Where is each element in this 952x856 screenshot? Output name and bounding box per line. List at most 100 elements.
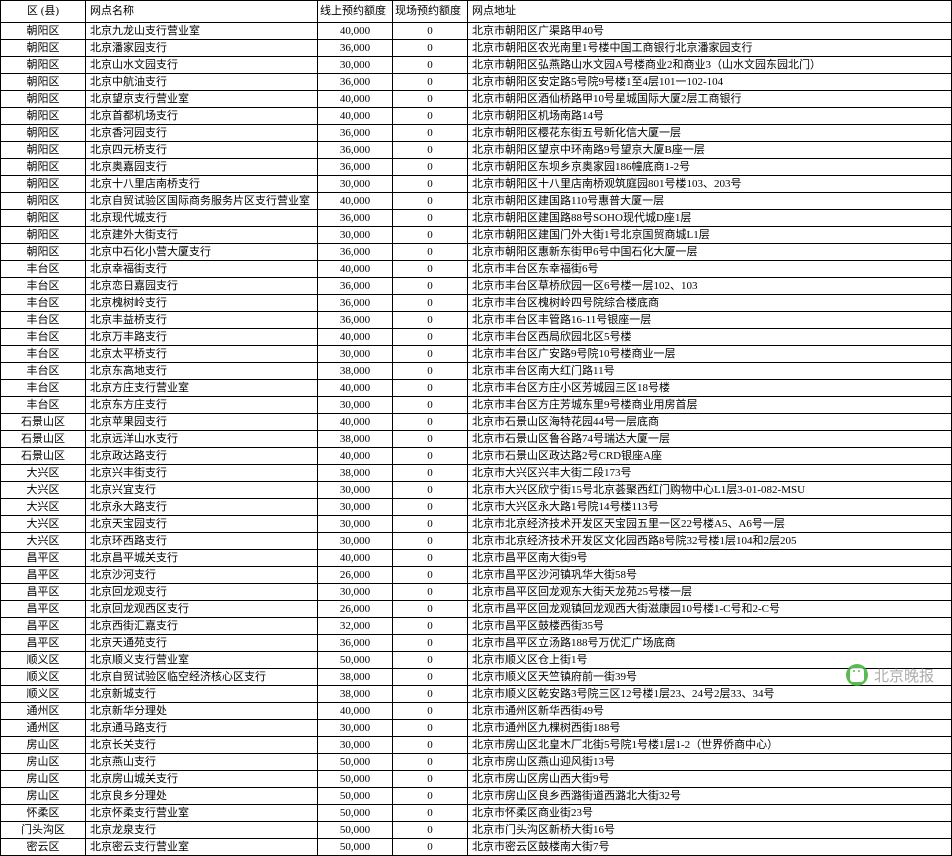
cell-online: 30,000 [318,57,393,74]
cell-online: 26,000 [318,567,393,584]
table-row: 朝阳区北京九龙山支行营业室40,0000北京市朝阳区广渠路甲40号 [1,23,952,40]
table-row: 昌平区北京回龙观支行30,0000北京市昌平区回龙观东大街天龙苑25号楼一层 [1,584,952,601]
table-row: 朝阳区北京山水文园支行30,0000北京市朝阳区弘燕路山水文园A号楼商业2和商业… [1,57,952,74]
cell-onsite: 0 [393,108,468,125]
cell-name: 北京奥嘉园支行 [86,159,318,176]
cell-onsite: 0 [393,278,468,295]
cell-online: 30,000 [318,346,393,363]
cell-district: 门头沟区 [1,822,86,839]
table-row: 昌平区北京天通苑支行36,0000北京市昌平区立汤路188号万优汇广场底商 [1,635,952,652]
cell-onsite: 0 [393,57,468,74]
cell-address: 北京市昌平区沙河镇巩华大街58号 [468,567,952,584]
cell-onsite: 0 [393,142,468,159]
cell-name: 北京回龙观西区支行 [86,601,318,618]
cell-name: 北京万丰路支行 [86,329,318,346]
cell-address: 北京市通州区新华西街49号 [468,703,952,720]
cell-district: 通州区 [1,703,86,720]
table-row: 朝阳区北京十八里店南桥支行30,0000北京市朝阳区十八里店南桥观筑庭园801号… [1,176,952,193]
cell-district: 朝阳区 [1,57,86,74]
cell-address: 北京市大兴区欣宁街15号北京荟聚西红门购物中心L1层3-01-082-MSU [468,482,952,499]
cell-name: 北京回龙观支行 [86,584,318,601]
cell-district: 房山区 [1,737,86,754]
table-row: 大兴区北京兴丰街支行38,0000北京市大兴区兴丰大街二段173号 [1,465,952,482]
cell-name: 北京十八里店南桥支行 [86,176,318,193]
cell-name: 北京环西路支行 [86,533,318,550]
cell-onsite: 0 [393,839,468,856]
cell-onsite: 0 [393,210,468,227]
cell-online: 26,000 [318,601,393,618]
cell-onsite: 0 [393,720,468,737]
cell-onsite: 0 [393,737,468,754]
cell-onsite: 0 [393,227,468,244]
cell-onsite: 0 [393,261,468,278]
cell-name: 北京新华分理处 [86,703,318,720]
table-row: 丰台区北京方庄支行营业室40,0000北京市丰台区方庄小区芳城园三区18号楼 [1,380,952,397]
cell-district: 昌平区 [1,601,86,618]
table-row: 朝阳区北京四元桥支行36,0000北京市朝阳区望京中环南路9号望京大厦B座一层 [1,142,952,159]
cell-online: 50,000 [318,805,393,822]
cell-onsite: 0 [393,431,468,448]
cell-address: 北京市朝阳区惠新东街甲6号中国石化大厦一层 [468,244,952,261]
cell-onsite: 0 [393,295,468,312]
cell-address: 北京市丰台区方庄小区芳城园三区18号楼 [468,380,952,397]
table-row: 朝阳区北京奥嘉园支行36,0000北京市朝阳区东坝乡京奥家园186幢底商1-2号 [1,159,952,176]
cell-name: 北京东高地支行 [86,363,318,380]
cell-address: 北京市密云区鼓楼南大街7号 [468,839,952,856]
cell-online: 50,000 [318,652,393,669]
cell-district: 昌平区 [1,618,86,635]
cell-address: 北京市北京经济技术开发区文化园西路8号院32号楼1层104和2层205 [468,533,952,550]
cell-name: 北京自贸试验区临空经济核心区支行 [86,669,318,686]
cell-onsite: 0 [393,448,468,465]
cell-onsite: 0 [393,74,468,91]
cell-name: 北京龙泉支行 [86,822,318,839]
cell-online: 36,000 [318,125,393,142]
table-row: 密云区北京密云支行营业室50,0000北京市密云区鼓楼南大街7号 [1,839,952,856]
cell-online: 38,000 [318,669,393,686]
cell-address: 北京市朝阳区酒仙桥路甲10号星城国际大厦2层工商银行 [468,91,952,108]
cell-district: 朝阳区 [1,91,86,108]
header-address: 网点地址 [468,1,952,23]
cell-online: 32,000 [318,618,393,635]
cell-onsite: 0 [393,176,468,193]
cell-district: 房山区 [1,754,86,771]
cell-name: 北京中石化小营大厦支行 [86,244,318,261]
cell-online: 40,000 [318,23,393,40]
cell-name: 北京西街汇嘉支行 [86,618,318,635]
cell-address: 北京市通州区九棵树西街188号 [468,720,952,737]
table-row: 朝阳区北京中航油支行36,0000北京市朝阳区安定路5号院9号楼1至4层101一… [1,74,952,91]
cell-online: 40,000 [318,703,393,720]
cell-address: 北京市北京经济技术开发区天宝园五里一区22号楼A5、A6号一层 [468,516,952,533]
cell-district: 丰台区 [1,312,86,329]
cell-online: 30,000 [318,516,393,533]
cell-online: 30,000 [318,397,393,414]
table-row: 朝阳区北京自贸试验区国际商务服务片区支行营业室40,0000北京市朝阳区建国路1… [1,193,952,210]
cell-district: 石景山区 [1,414,86,431]
cell-name: 北京长关支行 [86,737,318,754]
cell-district: 大兴区 [1,499,86,516]
cell-address: 北京市朝阳区弘燕路山水文园A号楼商业2和商业3（山水文园东园北门） [468,57,952,74]
cell-online: 40,000 [318,193,393,210]
table-row: 顺义区北京顺义支行营业室50,0000北京市顺义区仓上街1号 [1,652,952,669]
cell-name: 北京中航油支行 [86,74,318,91]
cell-onsite: 0 [393,465,468,482]
cell-online: 30,000 [318,176,393,193]
cell-address: 北京市房山区北皇木厂北街5号院1号楼1层1-2（世界侨商中心） [468,737,952,754]
cell-name: 北京天宝园支行 [86,516,318,533]
cell-address: 北京市怀柔区商业街23号 [468,805,952,822]
cell-address: 北京市房山区房山西大街9号 [468,771,952,788]
cell-name: 北京幸福街支行 [86,261,318,278]
cell-onsite: 0 [393,669,468,686]
cell-onsite: 0 [393,822,468,839]
table-row: 朝阳区北京潘家园支行36,0000北京市朝阳区农光南里1号楼中国工商银行北京潘家… [1,40,952,57]
table-row: 昌平区北京西街汇嘉支行32,0000北京市昌平区鼓楼西街35号 [1,618,952,635]
cell-onsite: 0 [393,482,468,499]
cell-name: 北京望京支行营业室 [86,91,318,108]
cell-district: 房山区 [1,771,86,788]
cell-address: 北京市房山区良乡西潞街道西潞北大街32号 [468,788,952,805]
table-row: 石景山区北京苹果园支行40,0000北京市石景山区海特花园44号一层底商 [1,414,952,431]
cell-online: 30,000 [318,499,393,516]
cell-onsite: 0 [393,346,468,363]
table-row: 门头沟区北京龙泉支行50,0000北京市门头沟区新桥大街16号 [1,822,952,839]
cell-district: 顺义区 [1,669,86,686]
cell-district: 石景山区 [1,431,86,448]
